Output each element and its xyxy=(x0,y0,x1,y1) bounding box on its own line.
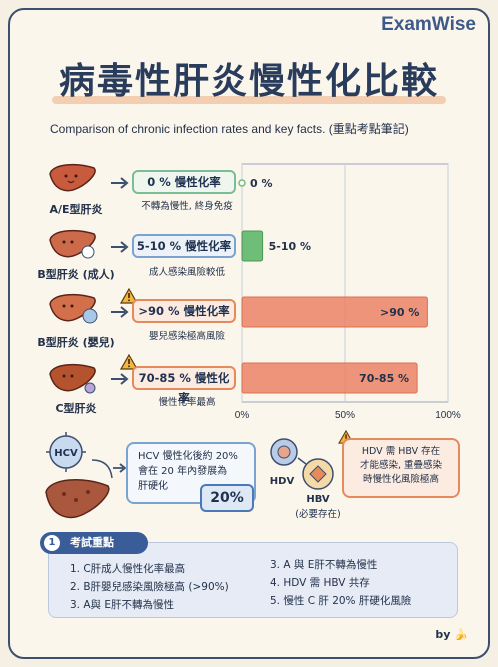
hdv-hbv-virus-illustration xyxy=(270,438,334,490)
row-label-c: C型肝炎 xyxy=(55,402,97,415)
exam-tips-number: 1 xyxy=(44,535,60,551)
liver-icon xyxy=(49,293,98,324)
tip-item: 1. C肝成人慢性化率最高 xyxy=(70,563,186,575)
page-subtitle: Comparison of chronic infection rates an… xyxy=(50,122,409,136)
row-label-b-adult: B型肝炎 (成人) xyxy=(37,268,115,281)
rate-box-c: 70-85 % 慢性化率 xyxy=(132,366,236,405)
arrow-icon xyxy=(111,241,129,253)
note-c: 慢性化率最高 xyxy=(158,397,216,408)
hcv-liver-illustration: HCV xyxy=(45,432,113,519)
chronic-rate-chart: 0% 50% 100% 0 % 5-10 % >90 % 70-85 % xyxy=(235,163,461,421)
hdv-label: HDV xyxy=(269,476,295,487)
hdv-line-3: 時慢性化風險極高 xyxy=(362,474,439,485)
bar-marker xyxy=(238,179,246,187)
row-label-b-infant: B型肝炎 (嬰兒) xyxy=(37,336,115,349)
hcv-line-3: 肝硬化 xyxy=(138,481,168,492)
liver-icon xyxy=(49,229,96,259)
note-b-adult: 成人感染風險較低 xyxy=(148,267,225,278)
tip-item: 4. HDV 需 HBV 共存 xyxy=(270,577,370,589)
hbv-note: (必要存在) xyxy=(295,509,341,520)
title-highlight xyxy=(52,96,446,104)
bar-value-label: 70-85 % xyxy=(359,372,409,385)
arrow-icon xyxy=(113,463,127,473)
tip-item: 2. B肝嬰兒感染風險極高 (>90%) xyxy=(70,581,229,593)
row-label-ae: A/E型肝炎 xyxy=(49,203,103,216)
hbv-label: HBV xyxy=(306,494,330,505)
bar xyxy=(241,230,264,262)
hcv-line-1: HCV 慢性化後約 20% xyxy=(138,451,238,462)
warning-icon xyxy=(120,288,138,304)
brand-logo: ExamWise xyxy=(381,14,476,35)
exam-tips-panel xyxy=(48,542,458,618)
tip-item: 3. A 與 E肝不轉為慢性 xyxy=(270,559,378,571)
note-ae: 不轉為慢性, 終身免疫 xyxy=(141,201,233,212)
arrow-icon xyxy=(111,177,129,189)
liver-icon xyxy=(49,363,96,394)
x-tick-label: 50% xyxy=(335,410,355,421)
bar-value-label: >90 % xyxy=(380,306,419,319)
hdv-line-2: 才能感染, 重疊感染 xyxy=(359,460,443,471)
x-tick-label: 100% xyxy=(435,410,461,421)
page-title: 病毒性肝炎慢性化比較 xyxy=(58,61,439,102)
warning-icon xyxy=(120,354,138,370)
bar xyxy=(241,296,428,328)
rate-box-b-adult: 5-10 % 慢性化率 xyxy=(132,234,236,258)
hcv-line-2: 會在 20 年內發展為 xyxy=(138,466,228,477)
bar xyxy=(241,362,418,394)
tip-item: 5. 慢性 C 肝 20% 肝硬化風險 xyxy=(270,595,412,607)
arrow-icon xyxy=(111,306,129,318)
exam-tips-heading: 考試重點 xyxy=(40,532,148,554)
arrow-icon xyxy=(111,373,129,385)
rate-box-b-infant: >90 % 慢性化率 xyxy=(132,299,236,323)
x-tick-label: 0% xyxy=(235,410,250,421)
bar-value-label: 5-10 % xyxy=(269,240,311,253)
hcv-virus-label: HCV xyxy=(54,448,78,459)
rate-box-ae: 0 % 慢性化率 xyxy=(132,170,236,194)
tip-item: 3. A與 E肝不轉為慢性 xyxy=(70,599,175,611)
tips-left-column: 1. C肝成人慢性化率最高 2. B肝嬰兒感染風險極高 (>90%) 3. A與… xyxy=(70,560,229,614)
byline: by 🍌 xyxy=(435,628,468,641)
hcv-cirrhosis-percent: 20% xyxy=(200,484,254,512)
tips-right-column: 3. A 與 E肝不轉為慢性 4. HDV 需 HBV 共存 5. 慢性 C 肝… xyxy=(270,556,411,610)
hdv-line-1: HDV 需 HBV 存在 xyxy=(361,446,441,457)
hdv-info-box: HDV 需 HBV 存在 才能感染, 重疊感染 時慢性化風險極高 xyxy=(342,438,460,498)
note-b-infant: 嬰兒感染極高風險 xyxy=(148,331,225,342)
liver-icon xyxy=(49,163,96,192)
bar-value-label: 0 % xyxy=(250,177,273,190)
